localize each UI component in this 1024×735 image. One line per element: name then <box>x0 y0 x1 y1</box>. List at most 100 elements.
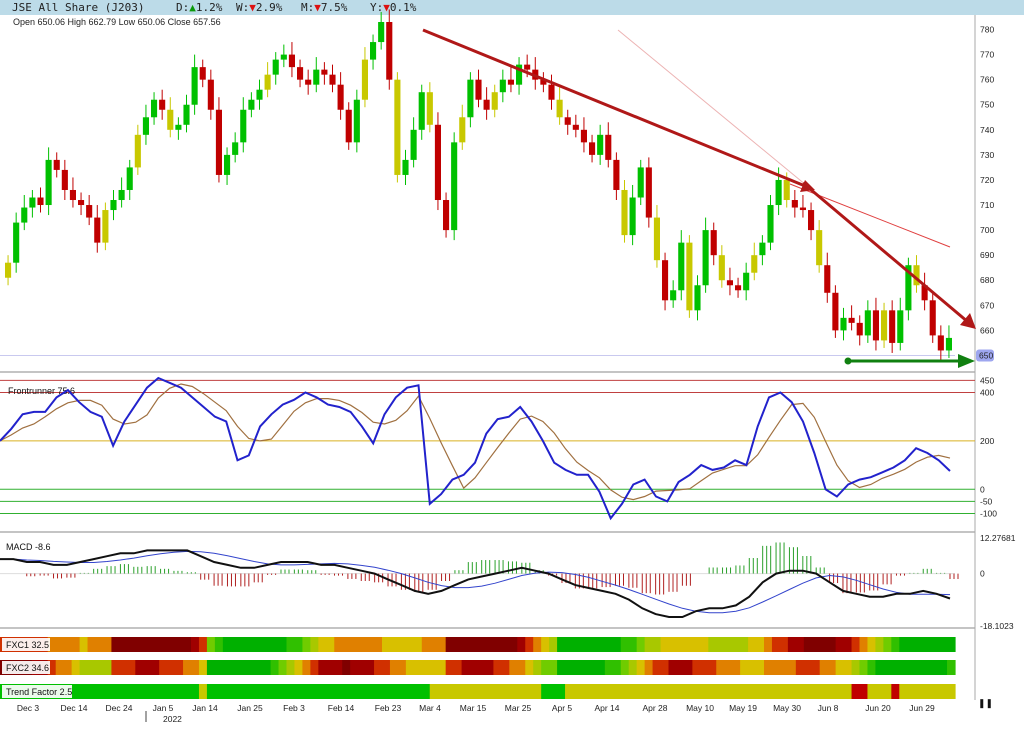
heatmap-cell <box>310 684 319 699</box>
candle-body <box>589 142 596 155</box>
heatmap-cell <box>246 637 256 652</box>
heatmap-cell <box>429 637 439 652</box>
heatmap-cell <box>413 660 423 675</box>
price-tick-label: 770 <box>980 50 994 60</box>
heatmap-cell <box>342 637 351 652</box>
heatmap-cell <box>541 660 550 675</box>
heatmap-cell <box>421 660 431 675</box>
heatmap-cell <box>167 684 176 699</box>
heatmap-cell <box>533 637 542 652</box>
candle-body <box>199 67 206 80</box>
heatmap-cell <box>923 660 932 675</box>
heatmap-cell <box>724 684 733 699</box>
heatmap-cell <box>350 637 359 652</box>
heatmap-cell <box>143 660 152 675</box>
heatmap-cell <box>493 637 502 652</box>
heatmap-cell <box>684 660 693 675</box>
heatmap-cell <box>620 637 630 652</box>
heatmap-cell <box>692 637 701 652</box>
heatmap-cell <box>652 660 662 675</box>
heatmap-cell <box>859 660 869 675</box>
heatmap-cell <box>214 660 224 675</box>
candle-body <box>524 64 531 70</box>
heatmap-cell <box>803 637 813 652</box>
heatmap-cell <box>700 684 709 699</box>
pause-icon[interactable]: ❚❚ <box>978 698 993 709</box>
heatmap-cell <box>286 660 296 675</box>
heatmap-cell <box>684 637 693 652</box>
heatmap-cell <box>493 660 502 675</box>
candle-body <box>361 59 368 100</box>
candle-body <box>572 124 579 130</box>
heatmap-cell <box>764 684 773 699</box>
candle-body <box>621 189 628 236</box>
candle-body <box>29 197 36 208</box>
heatmap-cell <box>254 684 264 699</box>
heatmap-cell <box>668 637 678 652</box>
heatmap-cell <box>501 684 510 699</box>
candlesticks <box>5 9 952 361</box>
heatmap-cell <box>676 684 686 699</box>
candle-body <box>61 169 68 190</box>
macd-tick-label: 0 <box>980 569 985 579</box>
heatmap-cell <box>342 660 351 675</box>
price-tick-label: 730 <box>980 150 994 160</box>
candle-body <box>507 79 514 85</box>
heatmap-cell <box>811 660 821 675</box>
heatmap-cell <box>795 637 805 652</box>
trend-overlays <box>422 28 976 368</box>
heatmap-cell <box>740 637 749 652</box>
candle-body <box>483 99 490 110</box>
heatmap-cell <box>803 684 813 699</box>
heatmap-cell <box>246 684 256 699</box>
heatmap-cell <box>867 660 877 675</box>
heatmap-cell <box>803 660 813 675</box>
candle-body <box>53 159 60 170</box>
candle-body <box>418 92 425 130</box>
heatmap-cell <box>819 660 829 675</box>
heatmap-cell <box>525 684 534 699</box>
strip-label: FXC1 32.5 <box>6 640 49 650</box>
candle-body <box>710 230 717 256</box>
heatmap-cell <box>580 637 590 652</box>
heatmap-cell <box>183 684 192 699</box>
date-tick-label: Mar 15 <box>460 703 487 713</box>
heatmap-cell <box>779 637 789 652</box>
trendline-upper-arrow <box>422 28 811 190</box>
candle-body <box>118 189 125 201</box>
candle-body <box>402 159 409 175</box>
heatmap-cell <box>397 684 407 699</box>
heatmap-cell <box>71 637 81 652</box>
heatmap-cell <box>358 684 367 699</box>
heatmap-cell <box>103 660 113 675</box>
heatmap-cell <box>326 684 335 699</box>
heatmap-cell <box>445 684 455 699</box>
date-tick-label: Feb 23 <box>375 703 402 713</box>
heatmap-cell <box>469 637 479 652</box>
candle-body <box>142 117 149 135</box>
heatmap-cell <box>485 684 495 699</box>
heatmap-panels: FXC1 32.5 FXC2 34.6 Trend Factor 2.5 <box>0 637 956 699</box>
price-tick-label: 680 <box>980 275 994 285</box>
date-tick-label: May 19 <box>729 703 757 713</box>
date-tick-label: Jan 5 <box>153 703 174 713</box>
candle-body <box>345 109 352 143</box>
heatmap-cell <box>389 684 399 699</box>
heatmap-cell <box>206 660 216 675</box>
heatmap-cell <box>95 660 105 675</box>
heatmap-cell <box>493 684 502 699</box>
heatmap-cell <box>397 637 407 652</box>
heatmap-cell <box>143 637 152 652</box>
year-change: Y:▼0.1% <box>370 1 417 14</box>
heatmap-cell <box>47 637 57 652</box>
heatmap-cell <box>899 684 908 699</box>
heatmap-cell <box>939 660 948 675</box>
heatmap-cell <box>421 684 431 699</box>
heatmap-cell <box>79 684 89 699</box>
heatmap-cell <box>700 637 709 652</box>
heatmap-cell <box>302 637 311 652</box>
date-tick-label: Mar 4 <box>419 703 441 713</box>
heatmap-cell <box>891 684 900 699</box>
price-tick-label: 710 <box>980 200 994 210</box>
